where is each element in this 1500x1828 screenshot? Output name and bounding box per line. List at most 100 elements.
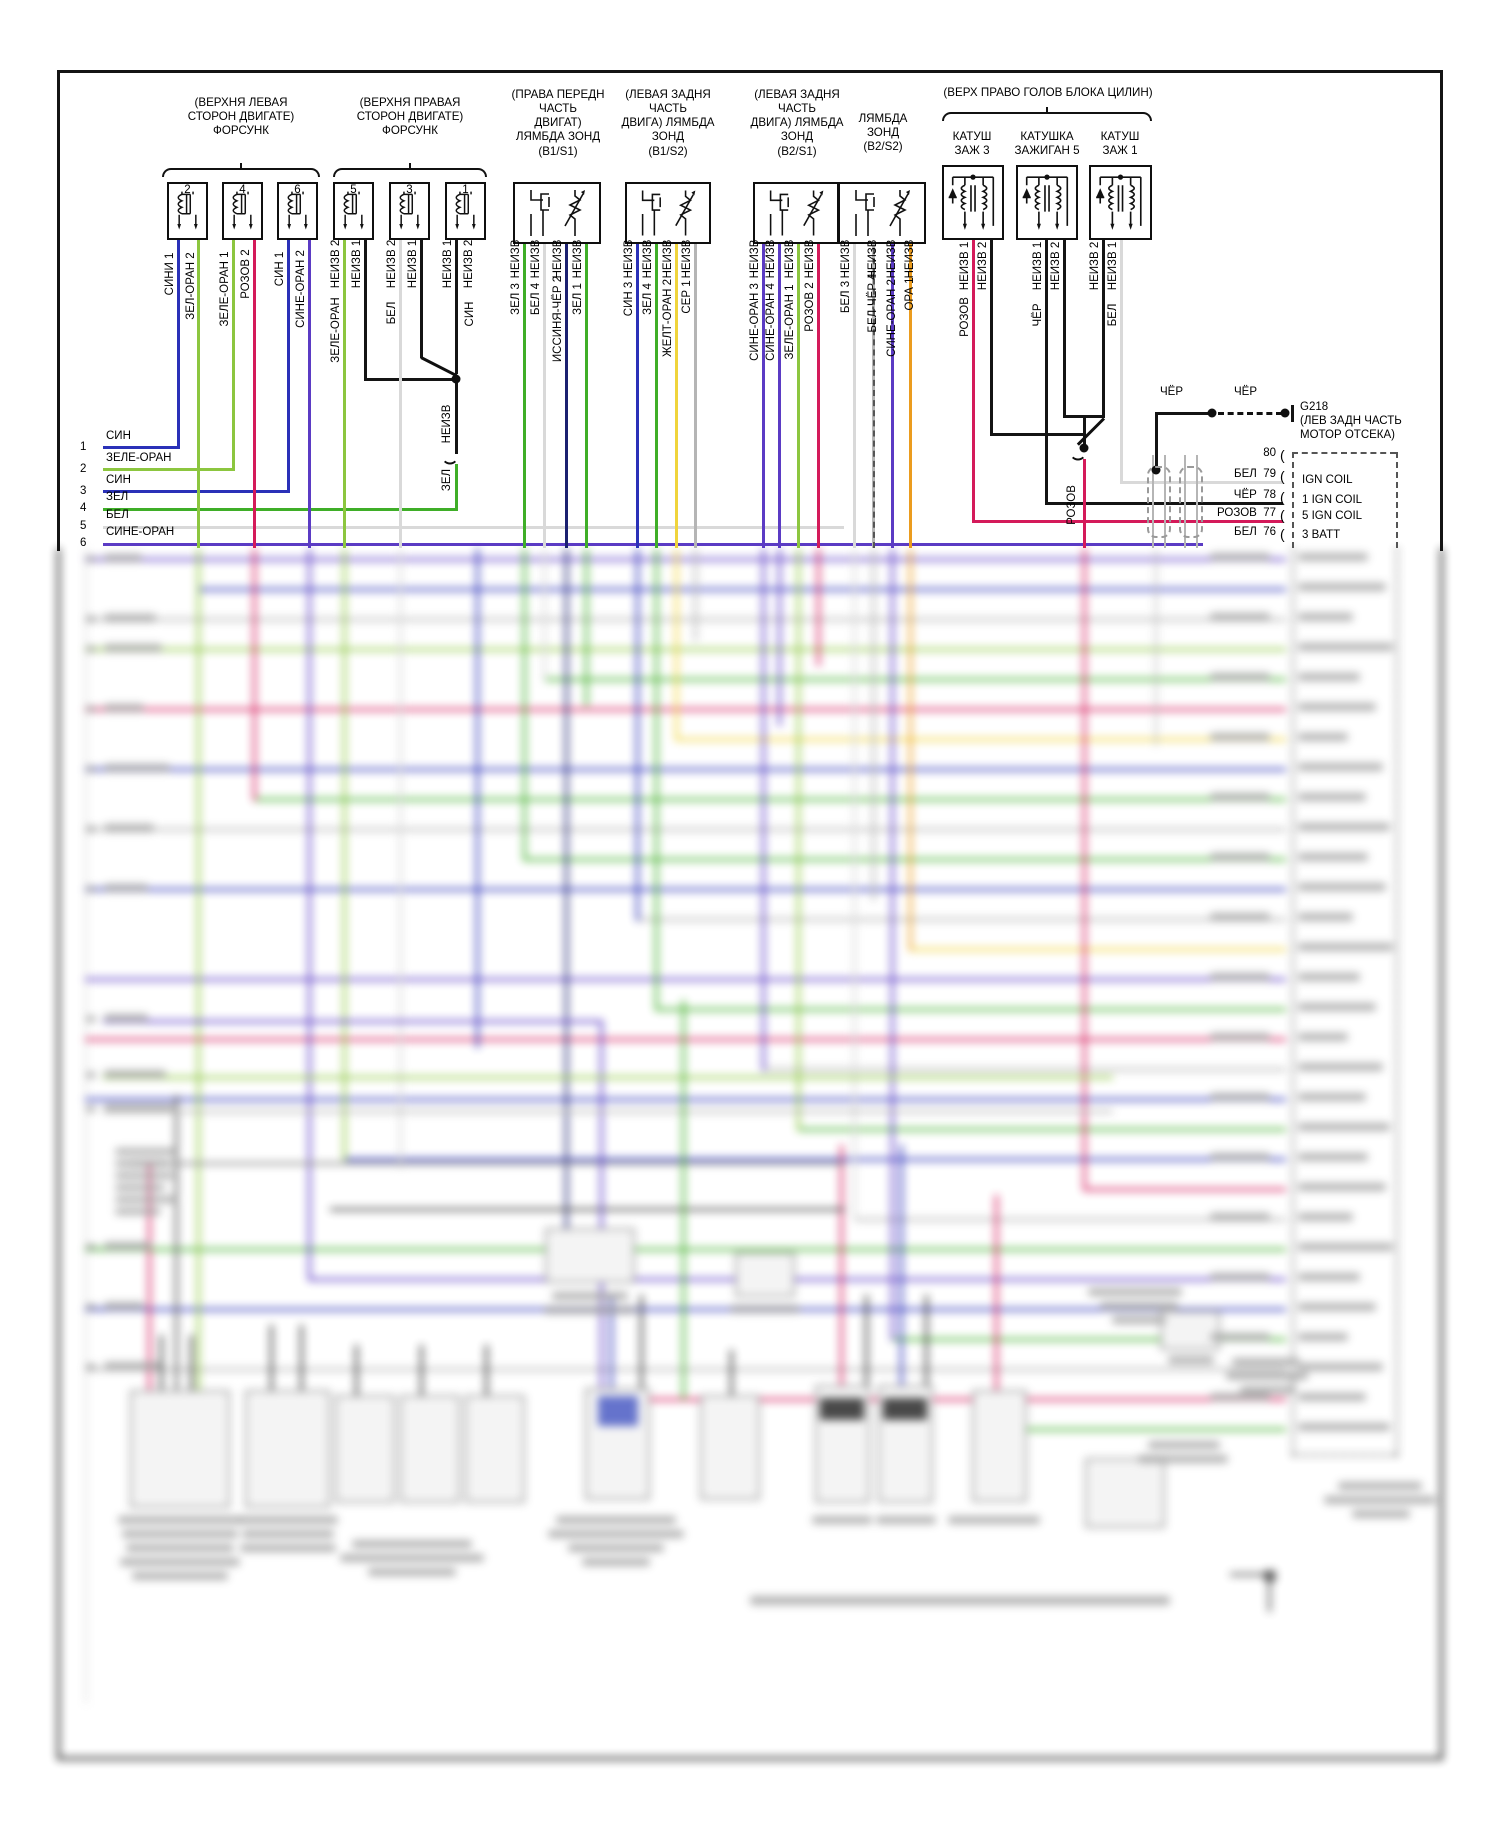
- group-header-label: КАТУШКА ЗАЖИГАН 5: [1014, 130, 1080, 158]
- rotated-wire-label: НЕИЗВ 2: [977, 241, 989, 291]
- blurred-text-smudge: [552, 1292, 628, 1300]
- blurred-wire-segment: [543, 548, 546, 681]
- blurred-text-smudge: [582, 1558, 650, 1566]
- blurred-wire-segment: [925, 1295, 928, 1390]
- blurred-text-smudge: [1298, 643, 1393, 651]
- blurred-text-smudge: [115, 1208, 161, 1215]
- blurred-text-smudge: [750, 1596, 1170, 1605]
- blurred-wire-segment: [1083, 548, 1086, 1191]
- blurred-wire-segment: [730, 1350, 733, 1400]
- connector-number: 5: [350, 184, 357, 196]
- blurred-wire-segment: [872, 548, 875, 901]
- blurred-text-smudge: [1226, 1372, 1308, 1380]
- blurred-text-smudge: [104, 1362, 160, 1370]
- blurred-text-smudge: [1210, 793, 1270, 801]
- wire-segment: [1184, 455, 1186, 548]
- blurred-text-smudge: [115, 1172, 173, 1179]
- blurred-text-smudge: [1298, 793, 1366, 801]
- wire-segment: [57, 70, 1443, 73]
- group-header-label: (ЛЕВАЯ ЗАДНЯ ЧАСТЬ ДВИГА) ЛЯМБДА ЗОНД (B…: [621, 88, 715, 158]
- injector-symbol-icon: [455, 191, 476, 230]
- blurred-text-smudge: [104, 644, 162, 652]
- blurred-text-smudge: [86, 1072, 96, 1078]
- blurred-text-smudge: [1100, 1302, 1178, 1310]
- rotated-wire-label: ЧЁР: [1032, 303, 1044, 327]
- blurred-text-smudge: [1138, 1455, 1228, 1463]
- blurred-wire-segment: [85, 1368, 1286, 1371]
- text-label: СИН: [106, 474, 131, 486]
- text-label: ЗЕЛ: [106, 491, 129, 503]
- wire-segment: [420, 238, 423, 358]
- wire-segment: [990, 433, 1086, 436]
- blurred-wire-segment: [675, 738, 1286, 741]
- wire-segment: [103, 508, 457, 511]
- rotated-wire-label: НЕИЗВ: [681, 239, 693, 279]
- blurred-text-smudge: [126, 1544, 234, 1552]
- wire-segment: [1102, 238, 1105, 418]
- text-label: СИН: [106, 430, 131, 442]
- blurred-wire-segment: [300, 1325, 303, 1395]
- blurred-text-smudge: [1210, 673, 1270, 681]
- rotated-wire-label: ОРА 1: [904, 277, 916, 311]
- rotated-wire-label: ЗЕЛ 4: [642, 283, 654, 315]
- blurred-component-box: [130, 1390, 230, 1508]
- lambda-sensor-symbol-icon: [769, 190, 824, 236]
- lambda-sensor-symbol-icon: [641, 190, 696, 236]
- blurred-text-smudge: [1298, 1393, 1366, 1401]
- blurred-wire-segment: [1230, 1573, 1270, 1576]
- connector-box: 1: [445, 182, 486, 240]
- rotated-wire-label: НЕИЗВ: [552, 239, 564, 279]
- connector-box: 5: [333, 182, 374, 240]
- blurred-text-smudge: [1210, 1393, 1270, 1401]
- text-label: 2: [80, 463, 87, 475]
- blurred-wire-segment: [330, 1208, 845, 1211]
- blurred-text-smudge: [86, 1106, 96, 1112]
- blurred-component-box: [335, 1395, 395, 1503]
- blurred-text-smudge: [352, 1540, 472, 1548]
- rotated-wire-label: БЕЛ-ЧЁР 4: [867, 273, 879, 333]
- blurred-text-smudge: [1210, 853, 1270, 861]
- blurred-text-smudge: [1088, 1288, 1182, 1296]
- text-label: РОЗОВ 77: [1217, 507, 1276, 519]
- blurred-text-smudge: [1298, 1243, 1393, 1251]
- blurred-text-smudge: [1210, 913, 1270, 921]
- rotated-wire-label: НЕИЗВ: [530, 239, 542, 279]
- wire-segment: [399, 238, 402, 548]
- connector-box: [753, 182, 839, 244]
- blurred-text-smudge: [115, 1184, 165, 1191]
- blurred-wire-segment: [253, 548, 256, 801]
- blurred-wire-segment: [909, 948, 1286, 951]
- blurred-text-smudge: [1298, 553, 1368, 561]
- connector-number: 6: [294, 184, 301, 196]
- text-label: 1 IGN COIL: [1302, 494, 1363, 506]
- rotated-wire-label: НЕИЗВ: [886, 239, 898, 279]
- rotated-wire-label: ЗЕЛ: [441, 468, 453, 492]
- connector-box: [838, 182, 926, 244]
- rotated-wire-label: РОЗОВ: [959, 297, 971, 337]
- wire-segment: [308, 238, 311, 548]
- wire-segment: [543, 238, 546, 548]
- blurred-wire-segment: [853, 1218, 1286, 1221]
- blurred-wire-segment: [200, 588, 1286, 591]
- wire-segment: [197, 238, 200, 548]
- blurred-text-smudge: [1210, 613, 1270, 621]
- blurred-text-smudge: [238, 1516, 338, 1524]
- connector-number: 3: [406, 184, 413, 196]
- text-label: 80: [1263, 447, 1276, 459]
- blurred-wire-segment: [797, 1128, 1286, 1131]
- wire-segment: [103, 446, 179, 449]
- text-label: (: [1280, 507, 1285, 523]
- blurred-text-smudge: [104, 1242, 152, 1250]
- blurred-text-smudge: [104, 554, 142, 562]
- blurred-wire-segment: [1000, 1428, 1286, 1431]
- blurred-text-smudge: [115, 1160, 170, 1167]
- blurred-wire-segment: [85, 1308, 1286, 1311]
- wire-segment: [455, 238, 458, 374]
- blurred-text-smudge: [104, 1104, 174, 1112]
- rotated-wire-label: СИН 1: [274, 251, 286, 287]
- rotated-wire-label: НЕИЗВ 2: [330, 239, 342, 289]
- rotated-wire-label: ЗЕЛ 3: [510, 283, 522, 315]
- blurred-wire-segment: [485, 1345, 488, 1400]
